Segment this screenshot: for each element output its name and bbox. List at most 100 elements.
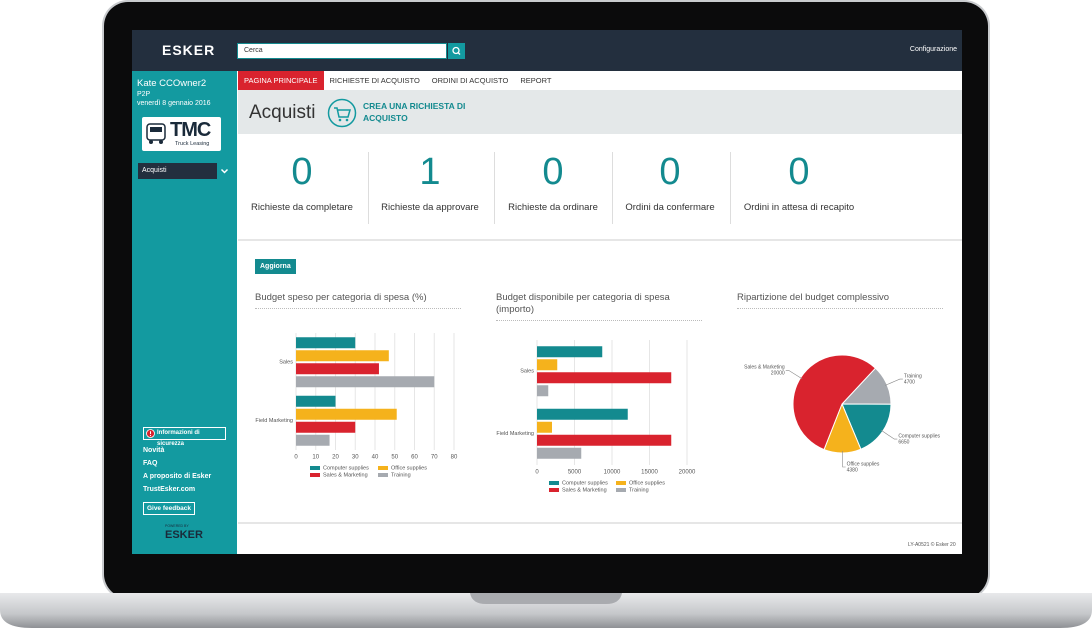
bar	[537, 447, 582, 459]
company-logo-text: TMC	[170, 119, 211, 141]
chart-title: Budget disponibile per categoria di spes…	[496, 292, 702, 321]
bar	[296, 350, 389, 362]
bar	[537, 359, 558, 371]
user-role: P2P	[137, 91, 151, 98]
security-info-label: Informazioni di sicurezza	[157, 430, 200, 447]
slice-label: Sales & Marketing	[744, 365, 785, 371]
search-box[interactable]: Cerca	[237, 43, 447, 59]
x-tick-label: 0	[294, 455, 298, 461]
menu-label: Acquisti	[142, 167, 167, 174]
kpi[interactable]: 1 Richieste da approvare	[371, 148, 489, 213]
slice-label: Office supplies	[847, 461, 880, 467]
kpi-divider	[612, 152, 613, 224]
current-date: venerdì 8 gennaio 2016	[137, 100, 211, 107]
x-tick-label: 20	[332, 455, 339, 461]
kpi-value: 0	[542, 151, 564, 193]
x-tick-label: 10	[312, 455, 319, 461]
kpi-label: Ordini in attesa di recapito	[743, 202, 855, 213]
search-button[interactable]	[448, 43, 465, 59]
bar	[537, 434, 672, 446]
kpi-label: Richieste da approvare	[381, 202, 479, 213]
legend-swatch	[549, 481, 559, 485]
cart-icon[interactable]	[327, 98, 357, 128]
tab[interactable]: ORDINI DI ACQUISTO	[431, 76, 509, 85]
legend-swatch	[378, 466, 388, 470]
chart: 0 5000 10000 15000 20000 Sales Field Marketing…	[496, 340, 696, 493]
legend-label: Computer supplies	[562, 480, 608, 486]
base-notch	[470, 593, 622, 604]
kpi-value: 0	[659, 151, 681, 193]
legend-swatch	[310, 473, 320, 477]
powered-by: POWERED BY	[165, 524, 189, 528]
sidebar: Kate CCOwner2 P2P venerdì 8 gennaio 2016…	[132, 71, 237, 554]
security-info-button[interactable]: Informazioni di sicurezza	[143, 427, 226, 447]
footer-divider	[238, 522, 962, 524]
leader-line	[785, 370, 803, 380]
kpi-label: Richieste da ordinare	[508, 202, 598, 213]
y-tick-label: Field Marketing	[496, 431, 534, 437]
x-tick-label: 60	[411, 455, 418, 461]
kpi[interactable]: 0 Richieste da completare	[243, 148, 361, 213]
bar	[296, 395, 336, 407]
menu-dropdown[interactable]: Acquisti	[138, 163, 232, 179]
bar	[296, 376, 435, 388]
page-header: Acquisti CREA UNA RICHIESTA DI ACQUISTO	[238, 90, 962, 134]
bar	[537, 421, 552, 433]
x-tick-label: 40	[372, 455, 379, 461]
y-tick-label: Sales	[279, 360, 293, 366]
chart-title: Ripartizione del budget complessivo	[737, 292, 943, 309]
link-trust[interactable]: TrustEsker.com	[143, 486, 196, 493]
x-tick-label: 20000	[679, 470, 696, 476]
kpi-divider	[730, 152, 731, 224]
tab-active[interactable]: PAGINA PRINCIPALE	[238, 71, 324, 90]
chart-title: Budget speso per categoria di spesa (%)	[255, 292, 461, 309]
leader-line	[880, 429, 898, 440]
slice-label: Training	[904, 373, 922, 379]
tab[interactable]: RICHIESTE DI ACQUISTO	[329, 76, 420, 85]
bar	[296, 408, 397, 420]
leader-line	[842, 450, 846, 468]
legend-label: Training	[391, 472, 411, 478]
kpi-value: 0	[291, 151, 313, 193]
kpi-value: 0	[788, 151, 810, 193]
legend-label: Sales & Marketing	[323, 472, 368, 478]
chevron	[220, 168, 229, 174]
x-tick-label: 80	[451, 455, 458, 461]
legend-swatch	[310, 466, 320, 470]
tab-bar: PAGINA PRINCIPALE RICHIESTE DI ACQUISTO …	[238, 71, 557, 90]
legend-swatch	[616, 481, 626, 485]
alert-icon	[146, 429, 155, 438]
feedback-button[interactable]: Give feedback	[143, 502, 195, 515]
kpi[interactable]: 0 Richieste da ordinare	[494, 148, 612, 213]
link-news[interactable]: Novità	[143, 447, 165, 454]
link-faq[interactable]: FAQ	[143, 460, 158, 467]
kpi-value: 1	[419, 151, 441, 193]
footer-text: LY-A0521 © Esker 20	[908, 542, 956, 548]
footer-logo: ESKER	[165, 529, 203, 541]
app-screen: ESKER Cerca Configurazione Kate CCOwner2…	[132, 30, 962, 554]
settings-link[interactable]: Configurazione	[909, 46, 957, 53]
kpi[interactable]: 0 Ordini da confermare	[611, 148, 729, 213]
leader-line	[885, 378, 903, 386]
tab[interactable]: REPORT	[520, 76, 552, 85]
kpi[interactable]: 0 Ordini in attesa di recapito	[740, 148, 858, 213]
dropdown-toggle[interactable]	[217, 163, 232, 179]
slice-label: Computer supplies	[898, 433, 940, 439]
refresh-button[interactable]: Aggiorna	[255, 259, 296, 274]
kpi-divider	[368, 152, 369, 224]
x-tick-label: 10000	[604, 470, 621, 476]
x-tick-label: 30	[352, 455, 359, 461]
kpi-divider	[494, 152, 495, 224]
logo[interactable]: ESKER	[162, 42, 216, 58]
legend-swatch	[616, 488, 626, 492]
slice-value: 4700	[904, 379, 915, 385]
link-about[interactable]: A proposito di Esker	[143, 473, 212, 480]
x-tick-label: 50	[391, 455, 398, 461]
slice-value: 6650	[898, 439, 909, 445]
legend-swatch	[549, 488, 559, 492]
x-tick-label: 15000	[641, 470, 658, 476]
chart: 0 10 20 30 40 50 60 70 80 Sales Field Marketing Com…	[255, 333, 458, 478]
create-request-link[interactable]: CREA UNA RICHIESTA DI ACQUISTO	[363, 101, 466, 123]
